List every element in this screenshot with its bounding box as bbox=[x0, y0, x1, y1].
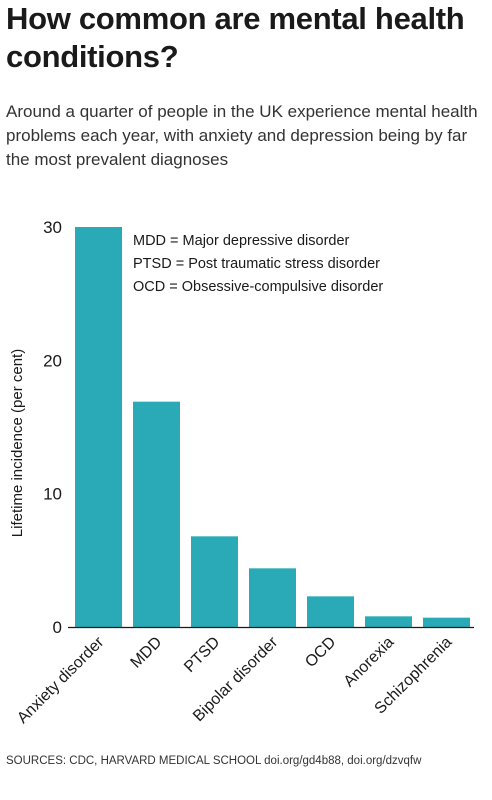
y-tick-label: 20 bbox=[43, 351, 62, 370]
y-axis-ticks: 0 10 20 30 bbox=[43, 218, 62, 637]
y-tick-label: 0 bbox=[53, 618, 62, 637]
abbreviation-note: OCD = Obsessive-compulsive disorder bbox=[133, 279, 383, 295]
y-axis-label-group: Lifetime incidence (per cent) bbox=[9, 349, 26, 537]
y-axis-label: Lifetime incidence (per cent) bbox=[9, 349, 26, 537]
bar-ocd bbox=[307, 596, 354, 627]
x-tick-label: OCD bbox=[302, 634, 339, 671]
bar-schizophrenia bbox=[423, 617, 470, 627]
x-tick-label: Anxiety disorder bbox=[14, 633, 108, 727]
x-tick-label: MDD bbox=[128, 634, 166, 672]
sources-note: SOURCES: CDC, HARVARD MEDICAL SCHOOL doi… bbox=[6, 755, 422, 767]
abbreviation-notes: MDD = Major depressive disorder PTSD = Po… bbox=[133, 233, 383, 295]
chart-subtitle: Around a quarter of people in the UK exp… bbox=[6, 102, 478, 169]
y-tick-label: 30 bbox=[43, 218, 62, 237]
x-tick-label: PTSD bbox=[181, 634, 223, 676]
bar-mdd bbox=[133, 401, 180, 627]
abbreviation-note: MDD = Major depressive disorder bbox=[133, 233, 350, 249]
y-tick-label: 10 bbox=[43, 485, 62, 504]
bar-anxiety-disorder bbox=[75, 227, 122, 627]
abbreviation-note: PTSD = Post traumatic stress disorder bbox=[133, 256, 380, 272]
bar-bipolar-disorder bbox=[249, 568, 296, 627]
bar-ptsd bbox=[191, 536, 238, 627]
x-tick-label: Anorexia bbox=[341, 634, 398, 691]
bar-chart: Lifetime incidence (per cent) 0 10 20 30 An… bbox=[9, 218, 474, 727]
bar-anorexia bbox=[365, 616, 412, 627]
chart-title: How common are mental health conditions? bbox=[6, 1, 465, 74]
bars bbox=[75, 227, 470, 627]
